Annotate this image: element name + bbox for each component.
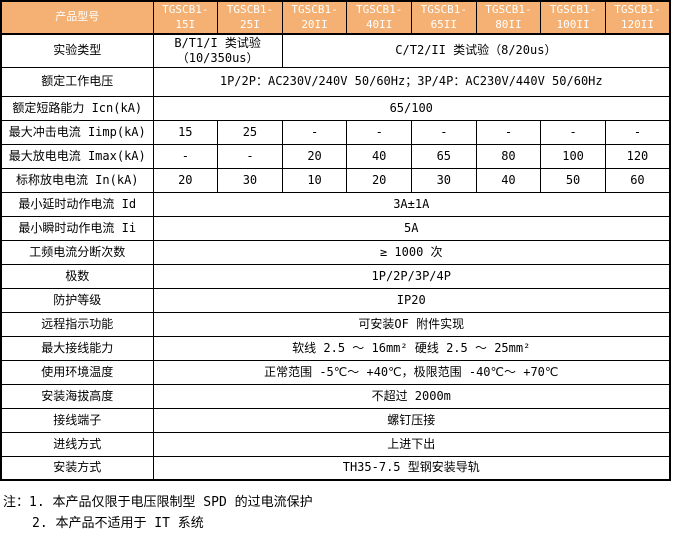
table-row: 最小瞬时动作电流 Ii 5A bbox=[0, 215, 671, 241]
row-label: 安装方式 bbox=[0, 455, 154, 481]
model-header: TGSCB1-100II bbox=[540, 0, 606, 35]
value-cell: 30 bbox=[217, 167, 283, 193]
row-label: 进线方式 bbox=[0, 431, 154, 457]
table-row: 额定短路能力 Icn(kA) 65/100 bbox=[0, 95, 671, 121]
table-row: 安装海拔高度 不超过 2000m bbox=[0, 383, 671, 409]
value-cell: 50 bbox=[540, 167, 606, 193]
value-cell: 120 bbox=[604, 143, 671, 169]
model-header: TGSCB1-65II bbox=[411, 0, 477, 35]
table-row: 安装方式 TH35-7.5 型钢安装导轨 bbox=[0, 455, 671, 481]
value-cell: IP20 bbox=[152, 287, 671, 313]
table-row: 远程指示功能 可安装OF 附件实现 bbox=[0, 311, 671, 337]
corner-label: 产品型号 bbox=[0, 0, 154, 35]
model-header: TGSCB1-20II bbox=[281, 0, 348, 35]
value-cell: - bbox=[540, 119, 606, 145]
table-row: 工频电流分断次数 ≥ 1000 次 bbox=[0, 239, 671, 265]
value-cell: - bbox=[346, 119, 412, 145]
table-row: 接线端子 螺钉压接 bbox=[0, 407, 671, 433]
value-cell: 3A±1A bbox=[152, 191, 671, 217]
row-label: 额定短路能力 Icn(kA) bbox=[0, 95, 154, 121]
value-cell: - bbox=[411, 119, 477, 145]
value-cell: 5A bbox=[152, 215, 671, 241]
row-label: 防护等级 bbox=[0, 287, 154, 313]
value-cell: 上进下出 bbox=[152, 431, 671, 457]
model-header: TGSCB1-25I bbox=[217, 0, 283, 35]
table-row: 最大冲击电流 Iimp(kA) 15 25- - - - - - bbox=[0, 119, 671, 145]
value-cell: 25 bbox=[217, 119, 283, 145]
value-cell: 30 bbox=[411, 167, 477, 193]
value-cell: 20 bbox=[152, 167, 219, 193]
row-label: 标称放电电流 In(kA) bbox=[0, 167, 154, 193]
row-label: 最大放电电流 Imax(kA) bbox=[0, 143, 154, 169]
row-label: 极数 bbox=[0, 263, 154, 289]
value-cell: C/T2/II 类试验（8/20us） bbox=[281, 33, 671, 68]
value-cell: 1P/2P：AC230V/240V 50/60Hz；3P/4P：AC230V/4… bbox=[152, 66, 671, 97]
value-cell: 可安装OF 附件实现 bbox=[152, 311, 671, 337]
value-cell: 100 bbox=[540, 143, 606, 169]
row-label: 最小延时动作电流 Id bbox=[0, 191, 154, 217]
note-line-2: 2. 本产品不适用于 IT 系统 bbox=[32, 516, 204, 531]
row-label: 最大接线能力 bbox=[0, 335, 154, 361]
value-cell: 20 bbox=[346, 167, 412, 193]
value-cell: 1P/2P/3P/4P bbox=[152, 263, 671, 289]
table-row: 最大放电电流 Imax(kA) - -20 40 65 80 100 120 bbox=[0, 143, 671, 169]
table-row: 使用环境温度 正常范围 -5℃～ +40℃，极限范围 -40℃～ +70℃ bbox=[0, 359, 671, 385]
value-cell: 不超过 2000m bbox=[152, 383, 671, 409]
value-cell: - bbox=[152, 143, 219, 169]
row-label: 远程指示功能 bbox=[0, 311, 154, 337]
value-cell: 65 bbox=[411, 143, 477, 169]
value-cell: - bbox=[217, 143, 283, 169]
value-cell: 80 bbox=[475, 143, 542, 169]
value-cell: - bbox=[604, 119, 671, 145]
model-header: TGSCB1-80II bbox=[475, 0, 542, 35]
value-cell: TH35-7.5 型钢安装导轨 bbox=[152, 455, 671, 481]
value-cell: 10 bbox=[281, 167, 348, 193]
value-cell: 60 bbox=[604, 167, 671, 193]
model-header: TGSCB1-120II bbox=[604, 0, 671, 35]
row-label: 工频电流分断次数 bbox=[0, 239, 154, 265]
model-header: TGSCB1-40II bbox=[346, 0, 412, 35]
spec-table: 产品型号 TGSCB1-15I TGSCB1-25I TGSCB1-20II TGSCB… bbox=[0, 0, 671, 481]
row-label: 最小瞬时动作电流 Ii bbox=[0, 215, 154, 241]
notes: 注：1. 本产品仅限于电压限制型 SPD 的过电流保护 2. 本产品不适用于 I… bbox=[0, 492, 673, 534]
value-cell: - bbox=[281, 119, 348, 145]
table-row: 防护等级 IP20 bbox=[0, 287, 671, 313]
row-label: 最大冲击电流 Iimp(kA) bbox=[0, 119, 154, 145]
value-cell: B/T1/I 类试验（10/350us） bbox=[152, 33, 283, 68]
value-cell: 65/100 bbox=[152, 95, 671, 121]
table-row: 标称放电电流 In(kA) 20 30 10 20 30 40 50 60 bbox=[0, 167, 671, 193]
note-line-1: 注：1. 本产品仅限于电压限制型 SPD 的过电流保护 bbox=[3, 495, 313, 510]
table-row: 额定工作电压 1P/2P：AC230V/240V 50/60Hz；3P/4P：AC… bbox=[0, 66, 671, 97]
value-cell: 40 bbox=[475, 167, 542, 193]
table-row: 进线方式 上进下出 bbox=[0, 431, 671, 457]
row-label: 安装海拔高度 bbox=[0, 383, 154, 409]
row-label: 接线端子 bbox=[0, 407, 154, 433]
model-header: TGSCB1-15I bbox=[152, 0, 219, 35]
value-cell: 软线 2.5 ～ 16mm² 硬线 2.5 ～ 25mm² bbox=[152, 335, 671, 361]
value-cell: 20 bbox=[281, 143, 348, 169]
row-label: 实验类型 bbox=[0, 33, 154, 68]
row-label: 使用环境温度 bbox=[0, 359, 154, 385]
value-cell: 正常范围 -5℃～ +40℃，极限范围 -40℃～ +70℃ bbox=[152, 359, 671, 385]
value-cell: 40 bbox=[346, 143, 412, 169]
table-row: 极数 1P/2P/3P/4P bbox=[0, 263, 671, 289]
header-row: 产品型号 TGSCB1-15I TGSCB1-25I TGSCB1-20II TGSCB… bbox=[0, 0, 671, 35]
table-row: 最大接线能力 软线 2.5 ～ 16mm² 硬线 2.5 ～ 25mm² bbox=[0, 335, 671, 361]
value-cell: ≥ 1000 次 bbox=[152, 239, 671, 265]
value-cell: 螺钉压接 bbox=[152, 407, 671, 433]
value-cell: - bbox=[475, 119, 542, 145]
table-row: 最小延时动作电流 Id 3A±1A bbox=[0, 191, 671, 217]
table-row: 实验类型 B/T1/I 类试验（10/350us） C/T2/II 类试验（8/20… bbox=[0, 33, 671, 68]
row-label: 额定工作电压 bbox=[0, 66, 154, 97]
value-cell: 15 bbox=[152, 119, 219, 145]
